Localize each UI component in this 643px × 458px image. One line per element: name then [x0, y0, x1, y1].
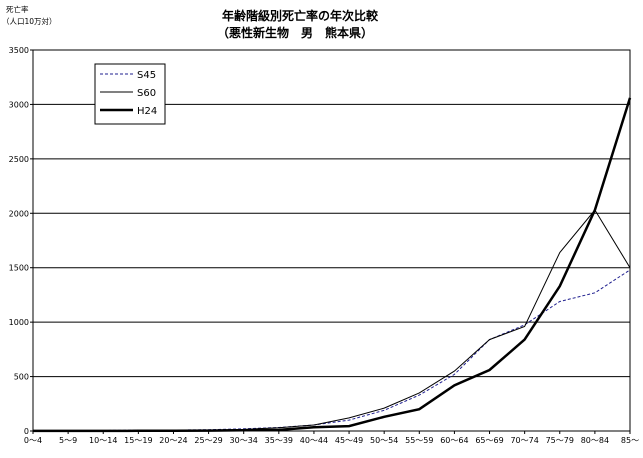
y-axis-label: 死亡率 — [6, 4, 29, 14]
chart-title: 年齢階級別死亡率の年次比較 — [222, 8, 379, 23]
x-tick-label: 15～19 — [124, 436, 152, 445]
y-tick-label: 3000 — [9, 100, 29, 109]
x-tick-label: 50～54 — [370, 436, 398, 445]
plot-area-frame — [32, 49, 631, 432]
y-tick-label: 0 — [24, 427, 29, 436]
y-tick-label: 3500 — [9, 46, 29, 55]
y-tick-label: 500 — [14, 373, 29, 382]
x-tick-label: 35～39 — [265, 436, 293, 445]
y-tick-label: 2000 — [9, 209, 29, 218]
x-tick-label: 25～29 — [194, 436, 222, 445]
series-lines — [33, 97, 632, 433]
series-line-s60 — [33, 209, 631, 432]
x-tick-label: 85～ — [621, 436, 639, 445]
series-line-h24 — [33, 97, 632, 433]
y-tick-label: 1000 — [9, 318, 29, 327]
x-tick-label: 55～59 — [405, 436, 433, 445]
y-tick-label: 2500 — [9, 155, 29, 164]
chart-subtitle: （悪性新生物 男 熊本県） — [217, 25, 373, 40]
x-tick-label: 40～44 — [300, 436, 328, 445]
x-tick-label: 5～9 — [59, 436, 77, 445]
x-tick-label: 70～74 — [510, 436, 538, 445]
x-tick-labels: 0～4 5～9 10～14 15～19 20～24 25～29 30～34 35～39 40～4… — [24, 431, 639, 445]
legend-label-h24: H24 — [137, 106, 157, 117]
series-line-s45 — [33, 269, 631, 432]
x-tick-label: 45～49 — [335, 436, 363, 445]
legend-label-s45: S45 — [137, 70, 156, 81]
y-axis-unit: （人口10万対） — [2, 16, 57, 26]
x-tick-label: 80～84 — [581, 436, 609, 445]
x-tick-label: 75～79 — [546, 436, 574, 445]
x-tick-label: 20～24 — [159, 436, 187, 445]
x-tick-label: 0～4 — [24, 436, 42, 445]
x-tick-label: 10～14 — [89, 436, 117, 445]
y-tick-label: 1500 — [9, 264, 29, 273]
x-tick-label: 65～69 — [475, 436, 503, 445]
x-tick-label: 30～34 — [230, 436, 258, 445]
legend-label-s60: S60 — [137, 88, 156, 99]
x-tick-label: 60～64 — [440, 436, 468, 445]
legend: S45 S60 H24 — [94, 63, 166, 125]
y-tick-labels: 0 500 1000 1500 2000 2500 3000 3500 — [9, 46, 33, 436]
